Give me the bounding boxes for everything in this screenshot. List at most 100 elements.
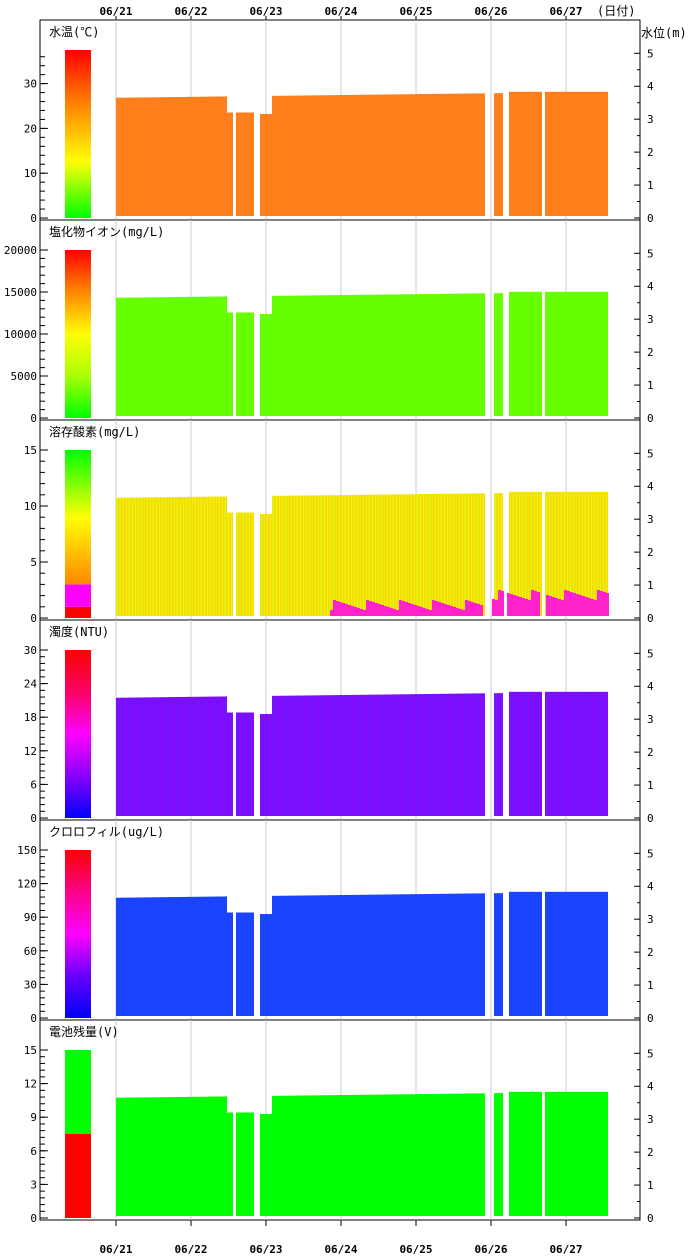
heatmap-column xyxy=(566,91,569,216)
heatmap-column xyxy=(368,694,371,816)
heatmap-column xyxy=(314,695,317,816)
heatmap-column xyxy=(569,291,572,416)
heatmap-column xyxy=(266,1113,269,1216)
heatmap-column xyxy=(419,494,422,616)
heatmap-column xyxy=(137,1097,140,1216)
heatmap-column xyxy=(584,1091,587,1216)
heatmap-column xyxy=(440,293,443,416)
heatmap-column xyxy=(251,112,254,216)
heatmap-column xyxy=(320,895,323,1016)
heatmap-column xyxy=(344,494,347,616)
heatmap-column xyxy=(539,491,542,616)
heatmap-column xyxy=(434,893,437,1016)
heatmap-column xyxy=(434,93,437,216)
heatmap-column xyxy=(353,94,356,216)
low-oxygen-cell xyxy=(525,599,528,616)
heatmap-column xyxy=(557,91,560,216)
heatmap-column xyxy=(380,494,383,616)
heatmap-column xyxy=(332,295,335,416)
top-date-label: 06/25 xyxy=(399,5,432,18)
heatmap-column xyxy=(365,1094,368,1216)
heatmap-column xyxy=(500,293,503,416)
heatmap-column xyxy=(146,897,149,1016)
heatmap-column xyxy=(182,696,185,816)
heatmap-column xyxy=(590,91,593,216)
heatmap-column xyxy=(272,695,275,816)
heatmap-column xyxy=(221,96,224,216)
heatmap-column xyxy=(581,891,584,1016)
heatmap-column xyxy=(404,94,407,216)
heatmap-column xyxy=(146,697,149,816)
heatmap-column xyxy=(590,691,593,816)
heatmap-column xyxy=(332,95,335,216)
heatmap-column xyxy=(263,1113,266,1216)
heatmap-column xyxy=(569,91,572,216)
heatmap-column xyxy=(191,1096,194,1216)
heatmap-column xyxy=(212,496,215,616)
heatmap-column xyxy=(278,295,281,416)
heatmap-column xyxy=(290,295,293,416)
heatmap-column xyxy=(128,897,131,1016)
heatmap-column xyxy=(353,294,356,416)
heatmap-column xyxy=(413,494,416,616)
heatmap-column xyxy=(203,96,206,216)
heatmap-column xyxy=(275,895,278,1016)
heatmap-column xyxy=(410,494,413,616)
heatmap-column xyxy=(287,695,290,816)
heatmap-column xyxy=(401,694,404,816)
heatmap-column xyxy=(392,494,395,616)
heatmap-column xyxy=(344,894,347,1016)
heatmap-column xyxy=(200,1096,203,1216)
heatmap-column xyxy=(155,897,158,1016)
heatmap-column xyxy=(476,93,479,216)
heatmap-column xyxy=(515,291,518,416)
heatmap-column xyxy=(566,691,569,816)
heatmap-column xyxy=(437,693,440,816)
heatmap-column xyxy=(461,93,464,216)
heatmap-column xyxy=(359,294,362,416)
y-tick-label: 0 xyxy=(30,612,37,625)
heatmap-column xyxy=(527,91,530,216)
bottom-date-label: 06/21 xyxy=(99,1243,132,1256)
heatmap-column xyxy=(362,1094,365,1216)
heatmap-column xyxy=(248,1112,251,1216)
heatmap-column xyxy=(398,1094,401,1216)
heatmap-column xyxy=(152,1097,155,1216)
heatmap-column xyxy=(425,694,428,816)
heatmap-column xyxy=(143,1097,146,1216)
heatmap-column xyxy=(416,894,419,1016)
heatmap-column xyxy=(299,295,302,416)
heatmap-column xyxy=(260,113,263,216)
heatmap-column xyxy=(311,295,314,416)
heatmap-column xyxy=(482,493,485,616)
heatmap-column xyxy=(560,491,563,616)
low-oxygen-cell xyxy=(444,604,447,616)
heatmap-column xyxy=(455,693,458,816)
heatmap-column xyxy=(599,91,602,216)
heatmap-column xyxy=(404,294,407,416)
low-oxygen-cell xyxy=(330,610,333,616)
heatmap-column xyxy=(443,293,446,416)
heatmap-column xyxy=(185,96,188,216)
heatmap-column xyxy=(368,894,371,1016)
heatmap-column xyxy=(350,294,353,416)
heatmap-column xyxy=(134,897,137,1016)
heatmap-column xyxy=(443,493,446,616)
heatmap-column xyxy=(320,695,323,816)
heatmap-column xyxy=(230,712,233,816)
heatmap-column xyxy=(476,693,479,816)
low-oxygen-cell xyxy=(570,592,573,616)
heatmap-column xyxy=(281,495,284,616)
heatmap-column xyxy=(599,691,602,816)
heatmap-column xyxy=(470,293,473,416)
heatmap-column xyxy=(596,1091,599,1216)
heatmap-column xyxy=(131,297,134,416)
heatmap-column xyxy=(596,691,599,816)
heatmap-column xyxy=(173,97,176,216)
heatmap-column xyxy=(350,694,353,816)
low-oxygen-cell xyxy=(375,603,378,616)
heatmap-column xyxy=(500,693,503,816)
heatmap-column xyxy=(524,891,527,1016)
heatmap-column xyxy=(437,1093,440,1216)
